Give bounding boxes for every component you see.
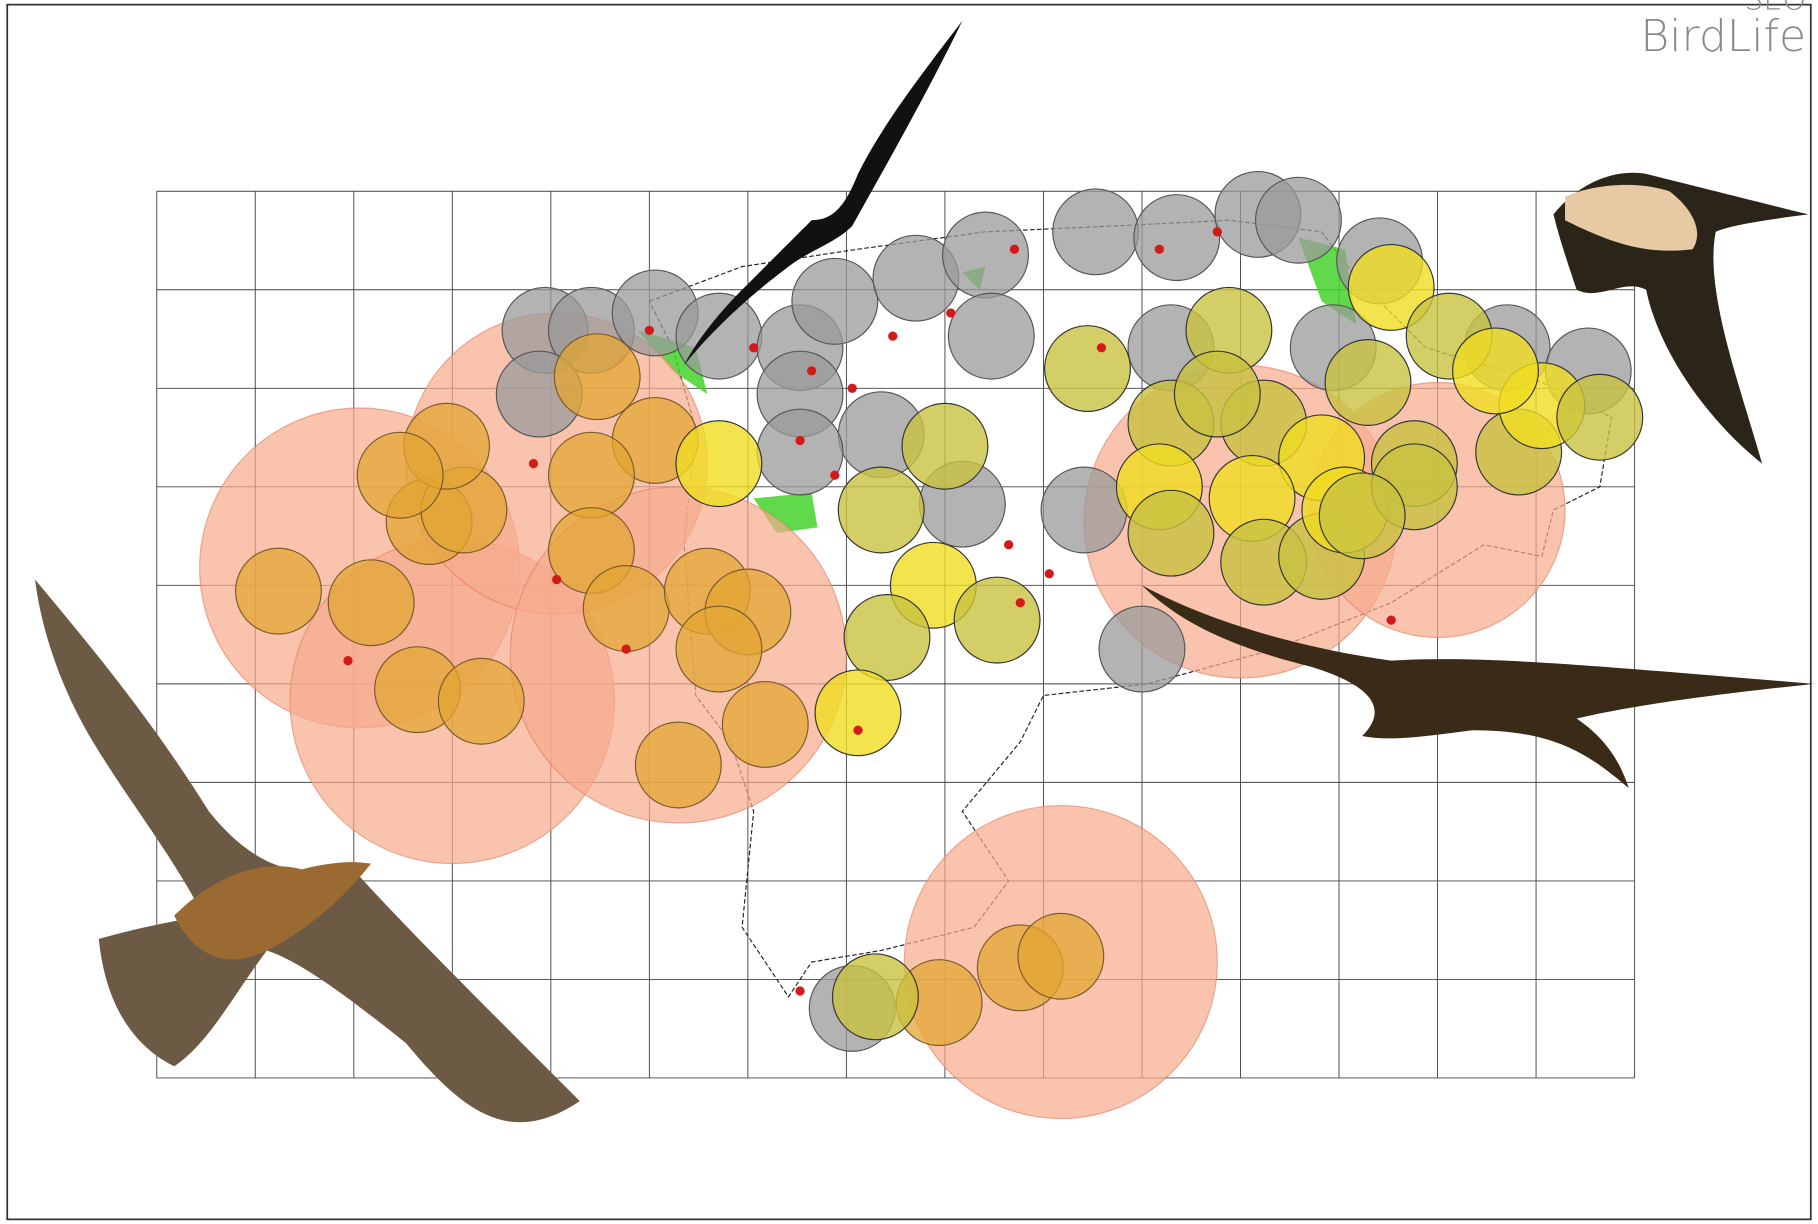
record-dot: [1044, 569, 1054, 579]
logo-top: SEO: [1744, 0, 1806, 17]
logo-name: BirdLife: [1640, 11, 1806, 62]
bird-silhouettes: [35, 20, 1815, 1123]
record-dot: [644, 325, 654, 335]
record-dot: [343, 656, 353, 666]
yellow-circle: [1556, 373, 1644, 461]
record-dot: [552, 574, 562, 585]
bird-griffon: [1141, 585, 1815, 789]
orange-circle: [721, 680, 809, 768]
yellow-circle: [1318, 472, 1406, 560]
orange-circle: [675, 605, 763, 693]
yellow-circle: [675, 420, 763, 508]
record-dot: [795, 435, 805, 446]
orange-circle: [1017, 912, 1105, 1000]
record-dot: [888, 331, 898, 341]
yellow-circle: [1347, 243, 1435, 331]
orange-circle: [582, 565, 670, 652]
record-dot: [795, 986, 805, 996]
yellow-circle: [837, 466, 925, 554]
record-dot: [1004, 540, 1014, 550]
grey-circle: [791, 257, 879, 345]
grey-circle: [942, 211, 1029, 299]
yellow-circle: [1452, 327, 1539, 415]
grey-circle: [675, 292, 763, 380]
record-dot: [807, 366, 817, 376]
yellow-circle: [1324, 339, 1412, 426]
yellow-circle: [1173, 350, 1261, 438]
yellow-circle: [831, 953, 919, 1041]
orange-circle: [356, 431, 444, 519]
bird-eagle-body: [174, 862, 372, 960]
yellow-circle: [814, 669, 902, 757]
record-dot: [847, 383, 857, 393]
record-dot: [1009, 244, 1020, 254]
record-dot: [1096, 343, 1107, 353]
grey-circle: [1052, 188, 1140, 276]
orange-circle: [437, 657, 525, 745]
sighting-circles: [199, 170, 1644, 1120]
bird-black: [684, 20, 963, 366]
bird-eagle: [35, 579, 580, 1123]
yellow-circle: [953, 576, 1041, 664]
bird-vulture: [1553, 172, 1809, 464]
grey-circle: [947, 292, 1035, 380]
record-dot: [946, 308, 956, 318]
orange-circle: [634, 721, 722, 809]
yellow-circle: [843, 594, 931, 681]
grey-circle: [1133, 194, 1221, 282]
record-dot: [853, 725, 863, 735]
yellow-circle: [1127, 489, 1215, 577]
orange-circle: [553, 333, 641, 421]
orange-circle: [547, 431, 635, 519]
record-dot: [1212, 227, 1222, 237]
grey-circle: [756, 408, 844, 496]
record-dot: [1015, 598, 1025, 608]
bird-vulture-body: [1565, 184, 1698, 251]
grey-circle: [1254, 176, 1342, 264]
grey-circle: [1040, 466, 1128, 554]
orange-circle: [327, 559, 415, 647]
grey-circle: [1098, 605, 1186, 693]
orange-circle: [234, 547, 322, 635]
record-dot: [1154, 244, 1164, 254]
yellow-circle: [901, 402, 989, 490]
record-dot: [621, 644, 631, 654]
record-dot: [830, 470, 840, 480]
record-dot: [1386, 615, 1396, 625]
record-dot: [749, 343, 759, 353]
yellow-circle: [1044, 325, 1131, 413]
record-dot: [528, 459, 539, 469]
